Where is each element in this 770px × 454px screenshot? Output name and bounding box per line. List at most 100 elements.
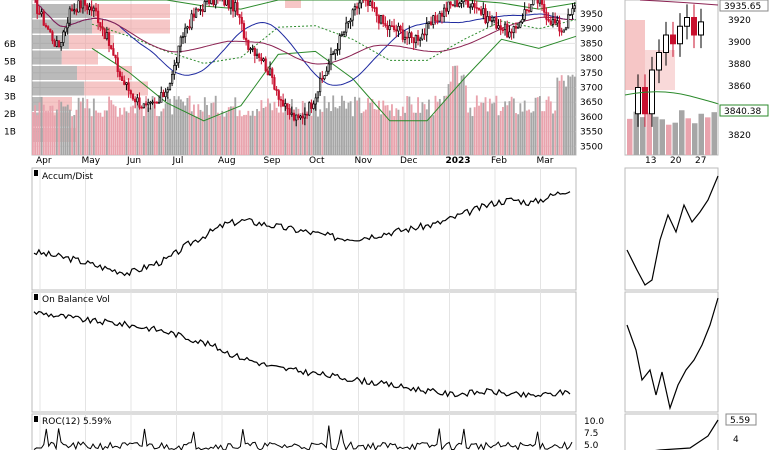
candle-body bbox=[271, 69, 273, 78]
candle-body bbox=[119, 72, 121, 77]
candle-body bbox=[411, 33, 413, 38]
volume-bar bbox=[478, 106, 480, 155]
volume-bar bbox=[324, 96, 326, 155]
candle-body bbox=[206, 0, 208, 1]
volume-bar bbox=[541, 111, 543, 155]
volume-bar bbox=[278, 113, 280, 155]
candle-body bbox=[308, 103, 310, 115]
x-tick-label: Dec bbox=[400, 156, 417, 166]
volume-bar bbox=[361, 113, 363, 155]
volume-bar bbox=[524, 101, 526, 155]
volume-bar bbox=[454, 66, 456, 155]
volume-bar bbox=[326, 108, 328, 155]
candle-body bbox=[182, 37, 184, 38]
candle-body bbox=[252, 48, 254, 49]
volume-bar bbox=[49, 106, 51, 155]
zoom-candle-body bbox=[657, 53, 662, 71]
volume-bar bbox=[84, 108, 86, 155]
candle-body bbox=[47, 27, 49, 30]
candle-body bbox=[89, 7, 91, 10]
volume-bar bbox=[232, 106, 234, 155]
volume-bar bbox=[339, 106, 341, 155]
candle-body bbox=[213, 0, 215, 5]
zoom-close-tag: 3935.65 bbox=[720, 0, 768, 12]
volume-bar bbox=[213, 103, 215, 155]
volume-bar bbox=[69, 110, 71, 155]
candle-body bbox=[45, 25, 47, 26]
candle-body bbox=[539, 0, 541, 3]
zoom-y-tick-label: 3860 bbox=[728, 82, 751, 92]
volume-bar bbox=[167, 97, 169, 155]
y-tick-label: 3750 bbox=[580, 69, 603, 79]
zoom-volume-bar bbox=[705, 117, 711, 155]
candle-body bbox=[441, 13, 443, 16]
volume-bar bbox=[552, 114, 554, 155]
volume-bar bbox=[511, 97, 513, 155]
candle-body bbox=[228, 0, 230, 8]
volume-bar bbox=[330, 111, 332, 155]
volume-bar bbox=[491, 103, 493, 155]
zoom-roc-line bbox=[627, 420, 718, 450]
volume-bar bbox=[143, 116, 145, 155]
volume-bar bbox=[467, 113, 469, 155]
candle-body bbox=[215, 0, 217, 5]
candle-body bbox=[165, 92, 167, 97]
volume-bar bbox=[150, 108, 152, 155]
candle-body bbox=[43, 12, 45, 25]
candle-body bbox=[485, 9, 487, 23]
candle-body bbox=[91, 7, 93, 11]
candle-body bbox=[278, 91, 280, 100]
volume-bar bbox=[417, 97, 419, 155]
volume-bar bbox=[532, 111, 534, 155]
candle-body bbox=[522, 19, 524, 22]
candle-body bbox=[359, 3, 361, 8]
candle-body bbox=[193, 14, 195, 17]
volume-bar bbox=[132, 106, 134, 155]
volume-bar bbox=[443, 96, 445, 155]
candle-body bbox=[87, 5, 89, 9]
roc-tick-label: 7.5 bbox=[584, 429, 598, 439]
zoom-x-tick-label: 20 bbox=[670, 156, 682, 166]
x-tick-label: Jul bbox=[172, 156, 184, 166]
volume-bar bbox=[202, 112, 204, 155]
vbp-bar bbox=[92, 4, 170, 18]
candle-body bbox=[509, 32, 511, 37]
zoom-y-tick-label: 3880 bbox=[728, 60, 751, 70]
candle-body bbox=[289, 109, 291, 115]
volume-bar bbox=[411, 104, 413, 155]
candle-body bbox=[184, 28, 186, 36]
volume-bar bbox=[402, 107, 404, 155]
volume-bar bbox=[495, 96, 497, 155]
volume-bar bbox=[404, 113, 406, 155]
zoom-volume-bar bbox=[679, 110, 685, 155]
volume-bar bbox=[530, 113, 532, 155]
candle-body bbox=[443, 8, 445, 16]
obv-line bbox=[34, 312, 570, 398]
volume-bar bbox=[154, 104, 156, 155]
candle-body bbox=[58, 41, 60, 47]
volume-bar bbox=[522, 112, 524, 155]
candle-body bbox=[548, 19, 550, 21]
volume-bar bbox=[548, 96, 550, 155]
candle-body bbox=[533, 0, 535, 5]
zoom-band-value: 3840.38 bbox=[724, 107, 761, 117]
volume-bar bbox=[86, 99, 88, 155]
roc-line bbox=[34, 426, 572, 450]
volume-bar bbox=[380, 114, 382, 155]
volume-bar bbox=[328, 102, 330, 155]
volume-tick-label: 1B bbox=[4, 128, 16, 138]
candle-body bbox=[110, 46, 112, 49]
candle-body bbox=[267, 71, 269, 75]
volume-tick-label: 2B bbox=[4, 110, 16, 120]
candle-body bbox=[467, 1, 469, 7]
volume-bar bbox=[71, 116, 73, 155]
volume-bar bbox=[561, 75, 563, 155]
volume-bar bbox=[58, 100, 60, 155]
candle-body bbox=[391, 26, 393, 27]
zoom-volume-bar bbox=[692, 123, 698, 155]
volume-bar bbox=[191, 111, 193, 155]
volume-tick-label: 6B bbox=[4, 40, 16, 50]
volume-bar bbox=[184, 106, 186, 155]
candle-body bbox=[226, 0, 228, 5]
y-tick-label: 3900 bbox=[580, 25, 603, 35]
